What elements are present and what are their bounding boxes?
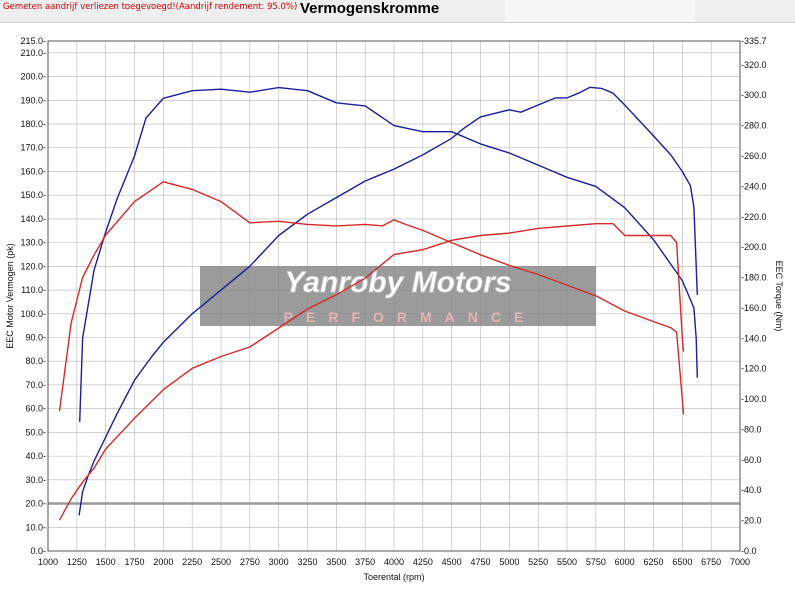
y2-tick-label: -260.0 (741, 151, 767, 161)
y-tick-label: 0.0- (30, 546, 46, 556)
x-tick-label: 5500 (557, 557, 577, 567)
y-tick-label: 150.0- (20, 190, 46, 200)
y2-tick-label: -180.0 (741, 273, 767, 283)
x-tick-label: 5000 (499, 557, 519, 567)
y-tick-labels: 0.0- 10.0- 20.0- 30.0- 40.0- 50.0- 60.0- 70.0- 8… (20, 36, 46, 556)
x-axis-label: Toerental (rpm) (363, 572, 424, 582)
blue-torque-line (79, 86, 698, 422)
x-tick-label: 1000 (38, 557, 58, 567)
x-tick-label: 1750 (124, 557, 144, 567)
y-tick-label: 210.0- (20, 48, 46, 58)
y2-tick-label: -220.0 (741, 212, 767, 222)
x-tick-label: 6500 (672, 557, 692, 567)
x-tick-label: 4500 (442, 557, 462, 567)
x-tick-label: 2500 (211, 557, 231, 567)
y2-tick-label: -100.0 (741, 394, 767, 404)
y2-tick-label: -40.0 (741, 485, 762, 495)
y-axis-label: EEC Motor Vermogen (pk) (5, 243, 15, 349)
y-tick-label: 80.0- (25, 356, 46, 366)
x-tick-label: 5250 (528, 557, 548, 567)
y-tick-label: 120.0- (20, 261, 46, 271)
x-tick-label: 1250 (67, 557, 87, 567)
y-tick-label: 50.0- (25, 427, 46, 437)
watermark-brand: Yanroby Motors (284, 266, 511, 299)
y-tick-label: 190.0- (20, 95, 46, 105)
x-tick-label: 7000 (730, 557, 750, 567)
x-tick-label: 4750 (470, 557, 490, 567)
x-tick-label: 3500 (326, 557, 346, 567)
y2-tick-label: -140.0 (741, 333, 767, 343)
y-tick-label: 10.0- (25, 522, 46, 532)
red-torque-line (58, 181, 685, 415)
y2-tick-label: -0.0 (741, 546, 757, 556)
y-tick-label: 100.0- (20, 309, 46, 319)
x-tick-label: 6000 (615, 557, 635, 567)
y-tick-label: 170.0- (20, 143, 46, 153)
y2-tick-label: -300.0 (741, 90, 767, 100)
x-tick-labels: 1000 1250 1500 1750 2000 2250 2500 2750 3000 3250… (38, 557, 750, 567)
plot-frame (47, 40, 741, 552)
y-tick-label: 90.0- (25, 333, 46, 343)
y-tick-label: 30.0- (25, 475, 46, 485)
y-tick-label: 20.0- (25, 499, 46, 509)
x-tick-label: 1500 (96, 557, 116, 567)
y-tick-label: 110.0- (21, 285, 46, 295)
y2-tick-label: -20.0 (741, 516, 762, 526)
y-tick-label: 60.0- (25, 404, 46, 414)
x-tick-label: 4250 (413, 557, 433, 567)
y-tick-label: 140.0- (20, 214, 46, 224)
header-blank-panel (505, 0, 695, 22)
y2-tick-label: -240.0 (741, 181, 767, 191)
y-tick-label: 180.0- (20, 119, 46, 129)
grid (47, 40, 741, 552)
y2-tick-label: -120.0 (741, 364, 767, 374)
y2-tick-label: -60.0 (741, 455, 762, 465)
y2-tick-label: -80.0 (741, 424, 762, 434)
x-tick-label: 4000 (384, 557, 404, 567)
y2-tick-label: -320.0 (741, 60, 767, 70)
x-tick-label: 5750 (586, 557, 606, 567)
x-tick-label: 6750 (701, 557, 721, 567)
y-tick-label: 130.0- (20, 238, 46, 248)
drive-loss-note: Gemeten aandrijf verliezen toegevoegd!(A… (3, 2, 298, 12)
y-tick-label: 70.0- (25, 380, 46, 390)
y2-axis-label: EEC Torque (Nm) (774, 261, 784, 332)
y-tick-label: 40.0- (25, 451, 46, 461)
watermark-tagline: PERFORMANCE (284, 309, 537, 325)
y-tick-label: 160.0- (20, 166, 46, 176)
x-tick-label: 3000 (269, 557, 289, 567)
y2-tick-label: -160.0 (741, 303, 767, 313)
y-tick-label: 215.0- (20, 36, 46, 46)
x-tick-label: 2000 (153, 557, 173, 567)
x-tick-label: 3750 (355, 557, 375, 567)
watermark: Yanroby Motors PERFORMANCE (200, 266, 596, 326)
x-tick-label: 2750 (240, 557, 260, 567)
watermark-panel (200, 266, 596, 326)
chart-title: Vermogenskromme (300, 0, 440, 17)
x-tick-label: 3250 (297, 557, 317, 567)
y2-tick-label: -335.7 (741, 36, 767, 46)
x-tick-label: 6250 (643, 557, 663, 567)
y2-tick-label: -280.0 (741, 121, 767, 131)
series-lines (58, 86, 698, 521)
y2-tick-label: -200.0 (741, 242, 767, 252)
y2-tick-labels: -0.0 -20.0 -40.0 -60.0 -80.0 -100.0 -120.0 -140… (741, 36, 767, 556)
y-tick-label: 200.0- (20, 72, 46, 82)
red-power-line (58, 222, 685, 521)
x-tick-label: 2250 (182, 557, 202, 567)
